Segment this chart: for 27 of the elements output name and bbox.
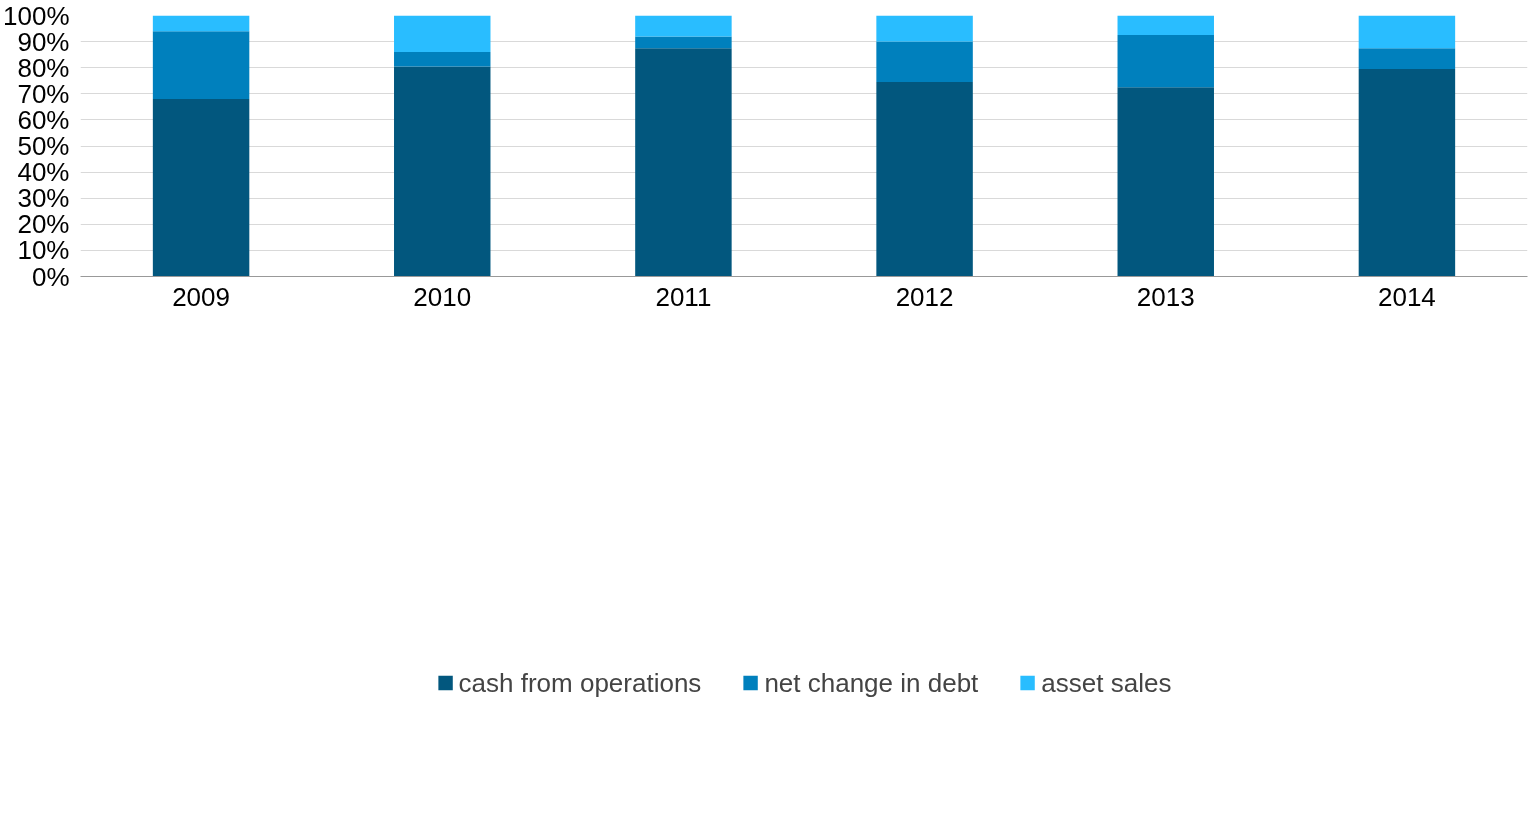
bar <box>1117 87 1214 277</box>
bar <box>1358 48 1456 69</box>
bar <box>394 15 491 53</box>
bar <box>1117 35 1214 88</box>
bar <box>876 41 973 83</box>
bar <box>152 99 250 277</box>
bar <box>1117 15 1214 36</box>
bar <box>152 15 250 32</box>
bar <box>876 15 973 42</box>
x-tick-label: 2014 <box>1378 281 1436 312</box>
bar <box>635 36 732 49</box>
legend-label: cash from operations <box>458 667 702 699</box>
legend-label: asset sales <box>1041 667 1172 699</box>
legend-label: net change in debt <box>764 667 979 699</box>
bar <box>1358 69 1456 277</box>
x-tick-label: 2009 <box>172 281 231 312</box>
bar <box>635 48 732 277</box>
x-tick-label: 2010 <box>413 281 472 312</box>
bar <box>394 66 491 277</box>
bar <box>1358 15 1456 49</box>
bar <box>635 15 732 37</box>
x-tick-label: 2011 <box>655 281 712 312</box>
x-tick-label: 2013 <box>1136 281 1195 312</box>
bar <box>394 52 491 67</box>
x-tick-label: 2012 <box>895 281 954 312</box>
bar <box>876 82 973 277</box>
bar <box>152 31 250 100</box>
